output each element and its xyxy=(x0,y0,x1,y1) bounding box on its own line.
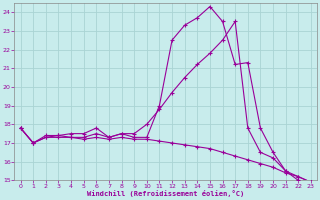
X-axis label: Windchill (Refroidissement éolien,°C): Windchill (Refroidissement éolien,°C) xyxy=(87,190,244,197)
